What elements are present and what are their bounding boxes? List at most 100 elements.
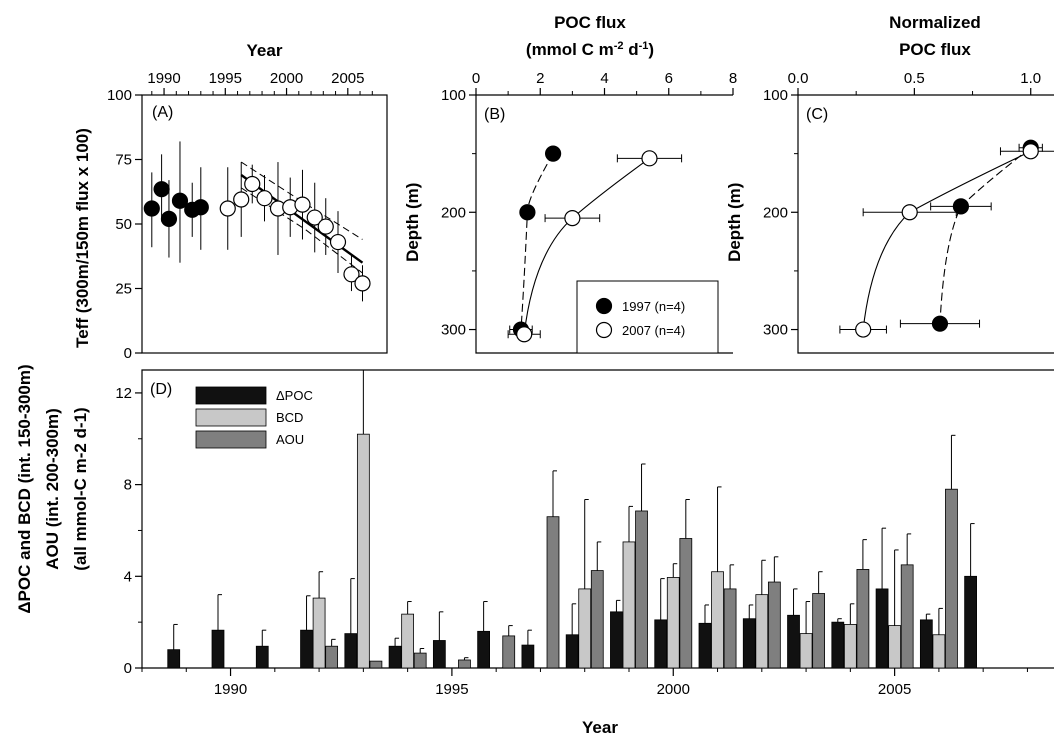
panel-c-xtick-label: 0.0 [788, 70, 809, 87]
panel-d-xtick-label: 1995 [435, 681, 468, 698]
panel-a-point [343, 266, 360, 283]
panel-d-legend-label-aou: AOU [276, 432, 304, 447]
panel-c-xtick-label: 1.0 [1020, 70, 1041, 87]
panel-d-bar-dpoc [388, 645, 402, 669]
panel-d-ytick-label: 12 [115, 385, 132, 402]
panel-d-bar-dpoc [521, 644, 535, 669]
panel-d-bar-dpoc [167, 649, 181, 669]
panel-a-xtick-label: 1990 [147, 70, 180, 87]
panel-a-point [354, 275, 371, 292]
panel-b-xlabel-units-part: d [624, 40, 639, 59]
panel-a-point [171, 192, 189, 209]
panel-b-xlabel-units-part: ) [648, 40, 654, 59]
panel-b-legend-label: 1997 (n=4) [622, 299, 685, 314]
panel-a: (A) 1990 1995 2000 2005 Year 0 25 50 75 100 Teff (3… [73, 41, 388, 362]
panel-a-point [329, 233, 347, 251]
panel-b-point [544, 145, 562, 162]
panel-a-point [244, 175, 261, 193]
panel-a-xtick-label: 1995 [209, 70, 242, 87]
panel-c-ytick-label: 200 [763, 204, 788, 221]
panel-b-ytick-label: 200 [441, 204, 466, 221]
panel-d-bar-aou [723, 588, 737, 669]
panel-a-ytick-label: 50 [115, 216, 132, 233]
panel-a-point [160, 210, 178, 227]
panel-a-point [256, 190, 273, 207]
panel-b-xlabel: POC flux [554, 13, 626, 32]
panel-d-bar-dpoc [964, 575, 977, 669]
panel-b-legend-marker [595, 321, 613, 339]
panel-b-xlabel-units-part: -2 [614, 40, 624, 52]
panel-c-xlabel2: POC flux [899, 40, 971, 59]
panel-d-bar-aou [325, 645, 339, 669]
panel-d-bar-dpoc [831, 621, 845, 669]
panel-b-xlabel-units: (mmol C m-2 d-1) [526, 40, 654, 59]
panel-a-ytick-label: 0 [124, 345, 132, 362]
panel-b-xtick-label: 4 [600, 70, 608, 87]
panel-a-ci-upper [240, 161, 363, 240]
panel-d-bar-bcd [666, 577, 680, 669]
panel-d-bar-bcd [356, 433, 370, 669]
panel-d-bar-dpoc [432, 640, 446, 669]
panel-b-point [641, 150, 658, 167]
panel-d-bar-aou [413, 652, 427, 669]
panel-d-bar-dpoc [875, 588, 889, 669]
panel-d-bar-dpoc [255, 645, 269, 669]
panel-d-legend-label-bcd: BCD [276, 410, 303, 425]
panel-d-xtick-label: 2000 [657, 681, 690, 698]
panel-d-bar-aou [856, 569, 870, 669]
panel-b-ytick-label: 100 [441, 87, 466, 104]
panel-d-bar-aou [900, 564, 914, 669]
panel-d-bar-aou [502, 635, 516, 669]
panel-b-profile-curve [520, 153, 554, 330]
panel-a-point [317, 218, 334, 235]
panel-d-legend-swatch-bcd [195, 408, 267, 427]
panel-a-point [192, 199, 209, 216]
panel-d-bar-dpoc [654, 619, 668, 669]
panel-c-point [952, 198, 970, 215]
panel-b-xtick-label: 0 [472, 70, 480, 87]
panel-d-bar-dpoc [742, 618, 756, 669]
panel-c-point [855, 321, 872, 338]
panel-a-ytick-label: 25 [115, 281, 132, 298]
panel-d-bar-dpoc [344, 633, 358, 669]
panel-a-xlabel: Year [247, 41, 283, 60]
panel-a-point [219, 200, 236, 217]
panel-d-bar-bcd [578, 588, 592, 669]
panel-c-profile-curve [939, 147, 1032, 324]
panel-d-bar-aou [635, 510, 648, 669]
panel-c-frame [797, 94, 1054, 354]
panel-b-label: (B) [484, 106, 505, 123]
panel-a-ytick-label: 100 [107, 87, 132, 104]
panel-c-label: (C) [806, 106, 828, 123]
panel-d-bar-bcd [843, 624, 857, 669]
panel-b-legend-label: 2007 (n=4) [622, 323, 685, 338]
panel-a-point [233, 191, 250, 208]
panel-c-point [931, 315, 949, 332]
panel-d-bar-aou [590, 570, 604, 669]
panel-a-xtick-label: 2005 [331, 70, 364, 87]
panel-d-xtick-label: 2005 [878, 681, 911, 698]
panel-c-ylabel: Depth (m) [725, 183, 744, 262]
panel-c-xtick-label: 0.5 [904, 70, 925, 87]
panel-b-ytick-label: 300 [441, 322, 466, 339]
panel-c: (C) 0.0 0.5 1.0 100 200 300 Depth (m) Normalized… [725, 13, 1054, 354]
panel-c-point [901, 204, 918, 221]
panel-b-legend-marker [595, 297, 613, 315]
panel-d-ytick-label: 0 [124, 660, 132, 677]
panel-b-ylabel: Depth (m) [403, 183, 422, 262]
panel-c-xlabel: Normalized [889, 13, 981, 32]
panel-d-bar-dpoc [565, 634, 579, 669]
panel-a-ylabel: Teff (300m/150m flux x 100) [73, 128, 92, 348]
panel-d-bar-dpoc [211, 629, 225, 669]
panel-a-point [153, 181, 170, 198]
panel-b-xlabel-units-part: -1 [639, 40, 649, 52]
panel-d-bar-bcd [711, 571, 724, 669]
panel-a-frame [141, 94, 388, 354]
panel-d-bar-bcd [401, 613, 415, 669]
panel-d-legend-label-dpoc: ΔPOC [276, 388, 313, 403]
panel-d-legend-swatch-aou [195, 430, 267, 449]
panel-c-profile-curve [862, 150, 1031, 330]
panel-d: (D) 0 4 8 12 1990 1995 2000 2005 Year ΔPOC and BCD… [15, 364, 1054, 737]
panel-d-legend-swatch-dpoc [195, 386, 267, 405]
